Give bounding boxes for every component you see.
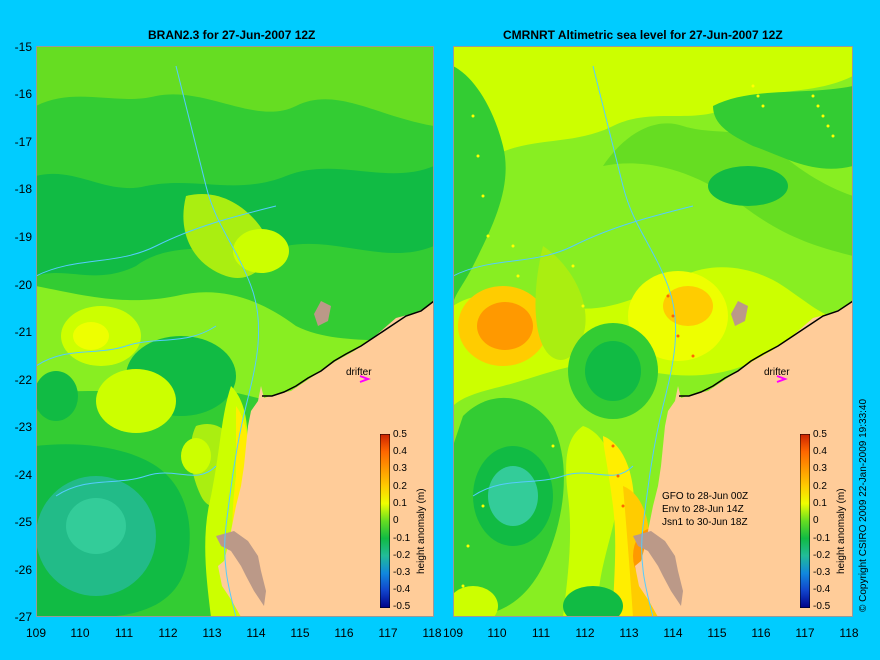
- colorbar-tick: -0.4: [393, 584, 411, 595]
- y-tick: -19: [14, 230, 32, 244]
- colorbar-right: [800, 434, 810, 608]
- x-tick: 118: [422, 626, 442, 640]
- x-tick: 117: [378, 626, 398, 640]
- drifter-label-left: drifter: [346, 367, 372, 378]
- colorbar-tick: 0.2: [813, 481, 827, 492]
- colorbar-tick: 0.5: [813, 429, 827, 440]
- x-tick: 111: [531, 626, 551, 640]
- x-tick: 117: [795, 626, 815, 640]
- x-tick: 115: [707, 626, 727, 640]
- right-map-canvas: [453, 46, 853, 617]
- x-tick: 111: [114, 626, 134, 640]
- x-tick: 110: [487, 626, 507, 640]
- y-tick: -26: [14, 563, 32, 577]
- left-map-canvas: [36, 46, 434, 617]
- x-tick: 113: [619, 626, 639, 640]
- x-tick: 109: [442, 626, 464, 640]
- y-tick: -27: [14, 610, 32, 624]
- y-tick: -23: [14, 420, 32, 434]
- y-tick: -22: [14, 373, 32, 387]
- x-tick: 109: [25, 626, 47, 640]
- drifter-marker-left: [359, 375, 371, 383]
- altimeter-track-dots: [461, 84, 835, 588]
- colorbar-tick: -0.5: [813, 601, 831, 612]
- right-map-panel[interactable]: [453, 46, 853, 617]
- obs-note-jsn1: Jsn1 to 30-Jun 18Z: [662, 517, 748, 528]
- colorbar-tick: -0.5: [393, 601, 411, 612]
- colorbar-tick: 0: [813, 515, 819, 526]
- y-tick: -15: [14, 40, 32, 54]
- colorbar-tick: -0.3: [393, 567, 411, 578]
- drifter-label-right: drifter: [764, 367, 790, 378]
- y-tick: -18: [14, 182, 32, 196]
- colorbar-tick: -0.2: [813, 550, 831, 561]
- satellite-coverage-notes: GFO to 28-Jun 00Z Env to 28-Jun 14Z Jsn1…: [662, 490, 748, 529]
- right-map-title: CMRNRT Altimetric sea level for 27-Jun-2…: [503, 28, 783, 42]
- colorbar-tick: 0.1: [393, 498, 407, 509]
- colorbar-tick: -0.2: [393, 550, 411, 561]
- x-tick: 110: [70, 626, 90, 640]
- obs-note-gfo: GFO to 28-Jun 00Z: [662, 491, 749, 502]
- x-tick: 118: [839, 626, 859, 640]
- colorbar-tick: 0: [393, 515, 399, 526]
- copyright-notice: © Copyright CSIRO 2009 22-Jan-2009 19:33…: [858, 398, 869, 612]
- colorbar-tick: -0.3: [813, 567, 831, 578]
- x-tick: 115: [290, 626, 310, 640]
- colorbar-tick: 0.1: [813, 498, 827, 509]
- y-tick: -25: [14, 515, 32, 529]
- y-tick: -24: [14, 468, 32, 482]
- colorbar-tick: -0.1: [393, 533, 411, 544]
- colorbar-tick: 0.3: [813, 463, 827, 474]
- x-tick: 116: [334, 626, 354, 640]
- y-tick: -17: [14, 135, 32, 149]
- y-tick: -21: [14, 325, 32, 339]
- colorbar-right-title: height anomaly (m): [836, 488, 847, 574]
- drifter-marker-right: [776, 375, 788, 383]
- x-tick: 114: [663, 626, 683, 640]
- colorbar-tick: 0.4: [813, 446, 827, 457]
- x-tick: 112: [158, 626, 178, 640]
- colorbar-tick: 0.3: [393, 463, 407, 474]
- colorbar-tick: 0.4: [393, 446, 407, 457]
- colorbar-tick: 0.5: [393, 429, 407, 440]
- obs-note-env: Env to 28-Jun 14Z: [662, 504, 744, 515]
- x-tick: 116: [751, 626, 771, 640]
- y-tick: -16: [14, 87, 32, 101]
- colorbar-tick: -0.4: [813, 584, 831, 595]
- colorbar-left-title: height anomaly (m): [416, 488, 427, 574]
- colorbar-tick: -0.1: [813, 533, 831, 544]
- x-tick: 112: [575, 626, 595, 640]
- x-tick: 113: [202, 626, 222, 640]
- y-tick: -20: [14, 278, 32, 292]
- colorbar-left: [380, 434, 390, 608]
- x-tick: 114: [246, 626, 266, 640]
- colorbar-tick: 0.2: [393, 481, 407, 492]
- left-map-title: BRAN2.3 for 27-Jun-2007 12Z: [148, 28, 316, 42]
- left-map-panel[interactable]: [36, 46, 434, 617]
